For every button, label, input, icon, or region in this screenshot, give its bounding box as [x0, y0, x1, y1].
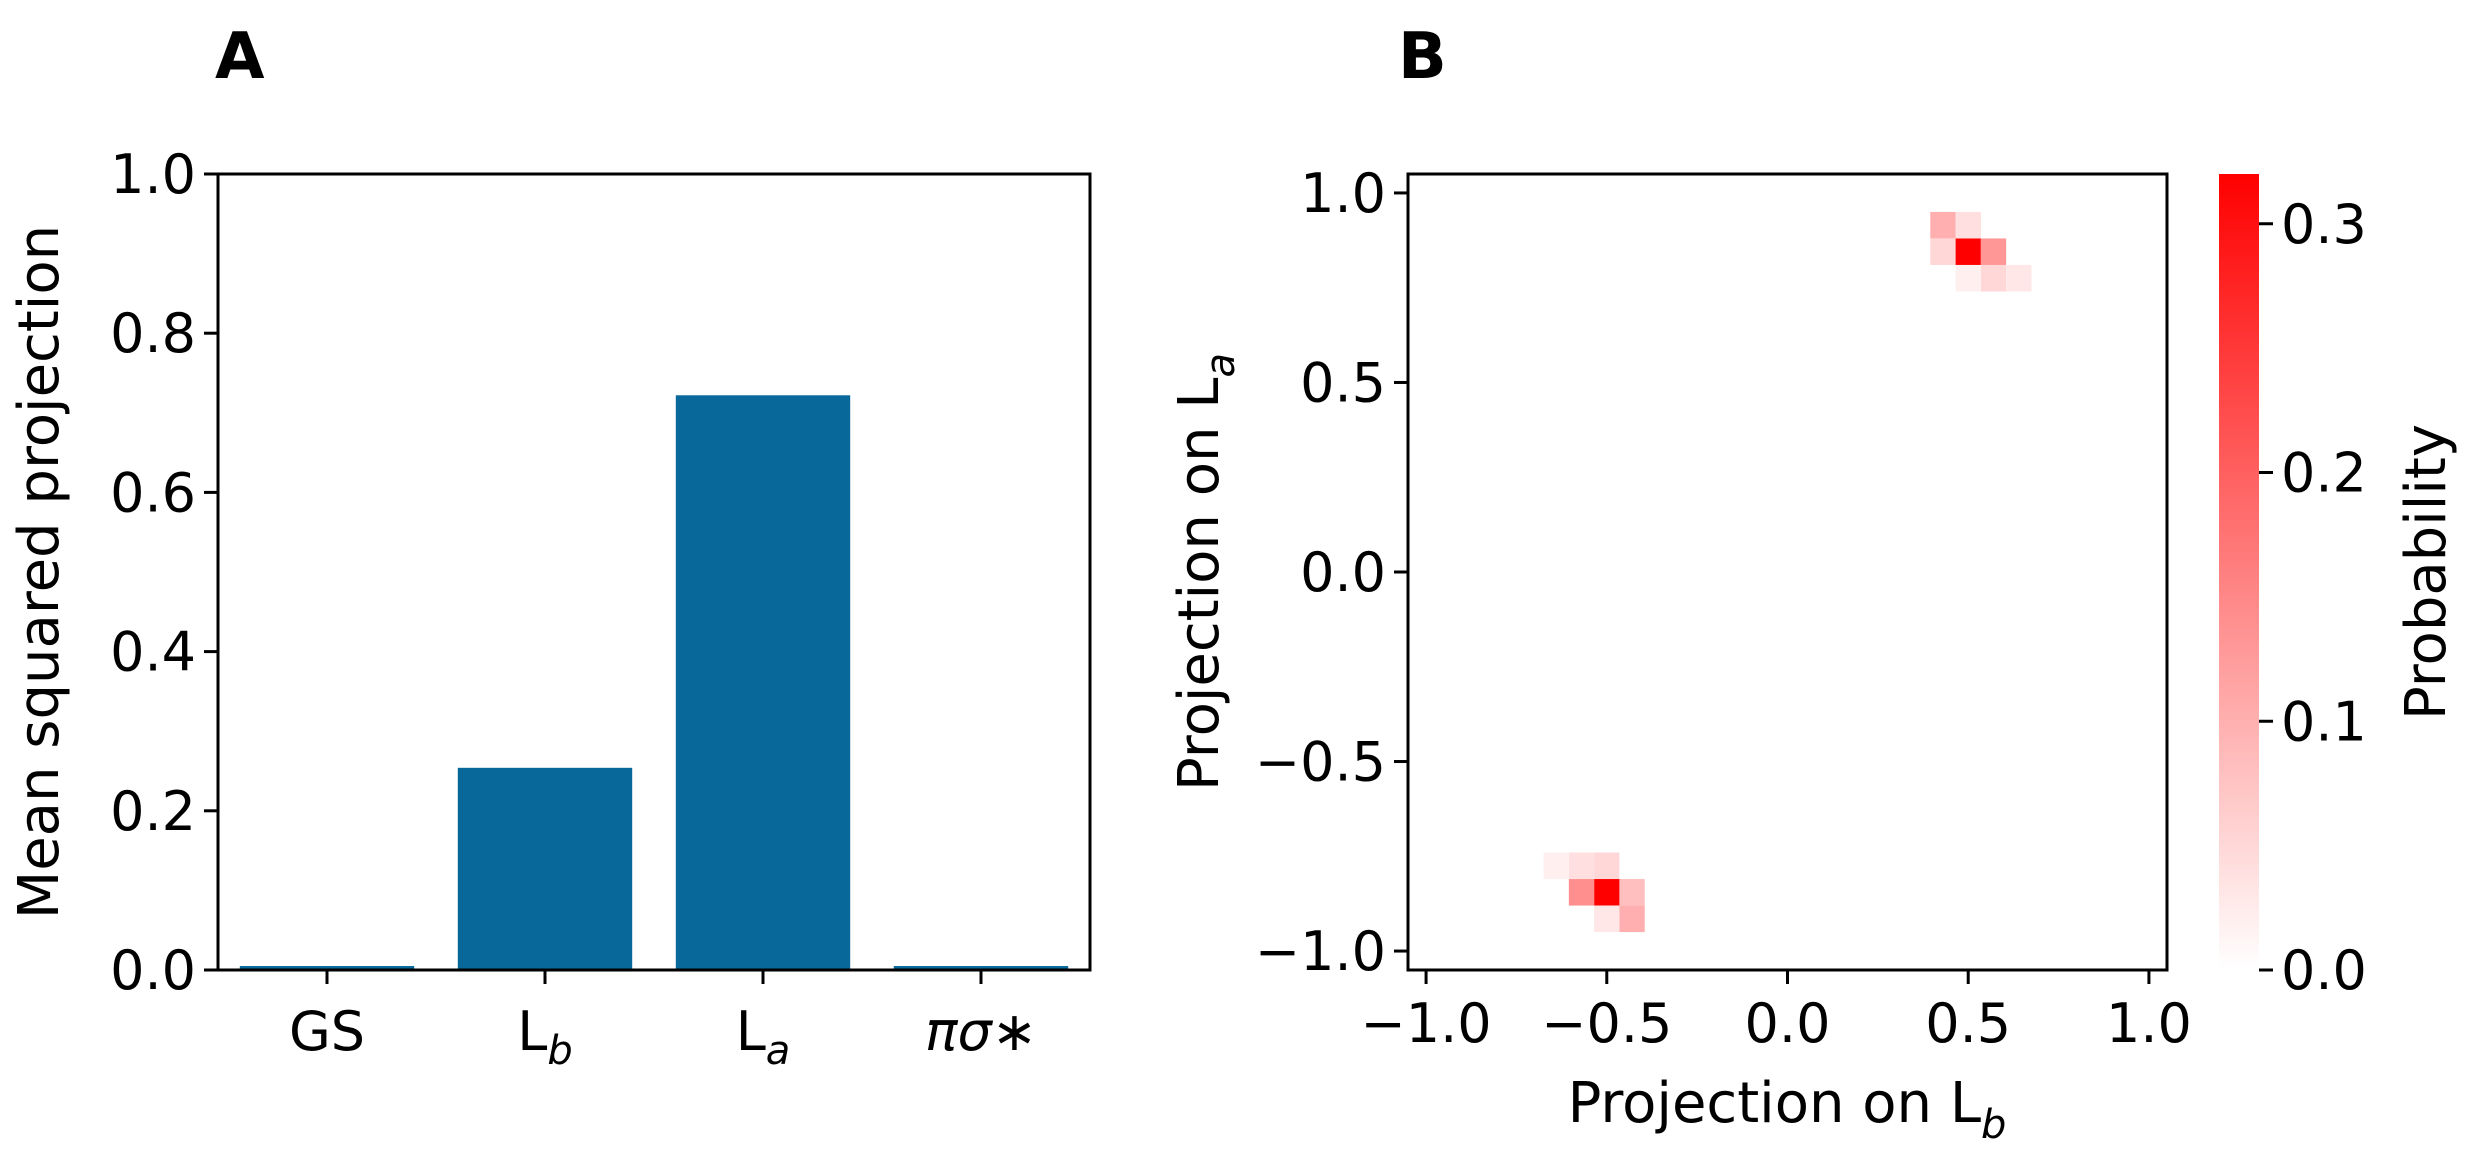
colorbar: 0.0 0.1 0.2 0.3 Probability: [2219, 174, 2459, 1002]
colorbar-tick-label: 0.2: [2281, 442, 2367, 505]
heatmap-cell: [1543, 852, 1569, 880]
y-tick-label-a: 0.2: [110, 780, 196, 843]
x-tick-label-b: −0.5: [1541, 992, 1672, 1055]
heatmap-cells: [1543, 211, 2032, 933]
colorbar-tick-label: 0.1: [2281, 690, 2367, 753]
bar-gs: [239, 966, 415, 970]
heatmap-cell: [1594, 879, 1620, 906]
y-tick-label-b: −1.0: [1255, 920, 1386, 983]
x-axis-a: GS Lb La πσ∗: [289, 970, 1037, 1074]
x-tick-label-a: GS: [289, 1000, 365, 1063]
y-tick-label-b: 0.5: [1300, 351, 1386, 414]
heatmap-cell: [1980, 238, 2007, 265]
heatmap-cell: [1619, 879, 1645, 906]
colorbar-gradient: [2219, 174, 2259, 970]
y-axis-label-b-sub: a: [1198, 353, 1244, 378]
bar-l-b: [457, 767, 633, 970]
heatmap-cell: [1568, 852, 1595, 880]
y-tick-label-b: 1.0: [1300, 162, 1386, 225]
plot-frame-b: [1406, 172, 2169, 972]
heatmap-cell: [1980, 264, 2007, 292]
plot-frame-a: [216, 172, 1092, 972]
x-tick-label-a: Lb: [517, 1000, 572, 1074]
heatmap-cell: [1568, 879, 1595, 906]
heatmap-cell: [1594, 852, 1620, 880]
x-axis-b: −1.0 −0.5 0.0 0.5 1.0: [1361, 970, 2192, 1055]
heatmap-cell: [1930, 211, 1956, 239]
x-axis-label-b-sub: b: [1981, 1102, 2006, 1148]
x-tick-label-b: 1.0: [2106, 992, 2192, 1055]
y-axis-label-a: Mean squared projection: [7, 225, 72, 919]
bar--: [893, 966, 1069, 970]
heatmap-cell: [1955, 238, 1981, 265]
panel-a: A 0.0 0.2 0.4 0.6 0.8 1.0 GS Lb La πσ∗ Mean squa…: [7, 20, 1092, 1074]
x-tick-label-b: 0.5: [1925, 992, 2011, 1055]
y-axis-a: 0.0 0.2 0.4 0.6 0.8 1.0: [110, 143, 218, 1002]
bar-group: [239, 395, 1069, 971]
panel-a-label: A: [215, 20, 265, 94]
y-tick-label-a: 0.8: [110, 302, 196, 365]
panel-b: B −1.0 −0.5 0.0 0.5 1.0 −1.0 −0.5 0.0 0.5 1.0 Pr…: [1167, 20, 2192, 1148]
y-axis-label-b: Projection on La: [1167, 353, 1244, 791]
heatmap-cell: [1955, 211, 1981, 239]
y-tick-label-b: 0.0: [1300, 541, 1386, 604]
y-axis-label-b-main: Projection on L: [1167, 378, 1232, 791]
x-axis-label-b-main: Projection on L: [1568, 1071, 1981, 1136]
x-tick-label-b: 0.0: [1745, 992, 1831, 1055]
x-axis-label-b: Projection on Lb: [1568, 1071, 2007, 1148]
colorbar-label: Probability: [2394, 424, 2459, 720]
panel-b-label: B: [1398, 20, 1447, 94]
x-tick-label-a: πσ∗: [925, 1000, 1037, 1063]
heatmap-cell: [1930, 238, 1956, 265]
y-tick-label-a: 0.6: [110, 461, 196, 524]
y-tick-label-a: 0.4: [110, 621, 196, 684]
y-axis-b: −1.0 −0.5 0.0 0.5 1.0: [1255, 162, 1408, 983]
y-tick-label-a: 0.0: [110, 939, 196, 1002]
x-tick-label-b: −1.0: [1361, 992, 1492, 1055]
bar-l-a: [675, 395, 851, 971]
colorbar-tick-label: 0.3: [2281, 193, 2367, 256]
colorbar-ticks: 0.0 0.1 0.2 0.3: [2259, 193, 2367, 1002]
heatmap-cell: [1594, 905, 1620, 933]
heatmap-cell: [2006, 264, 2032, 292]
heatmap-cell: [1619, 905, 1645, 933]
x-tick-label-a: La: [736, 1000, 791, 1074]
heatmap-cell: [1955, 264, 1981, 292]
y-tick-label-a: 1.0: [110, 143, 196, 206]
y-tick-label-b: −0.5: [1255, 731, 1386, 794]
colorbar-tick-label: 0.0: [2281, 939, 2367, 1002]
